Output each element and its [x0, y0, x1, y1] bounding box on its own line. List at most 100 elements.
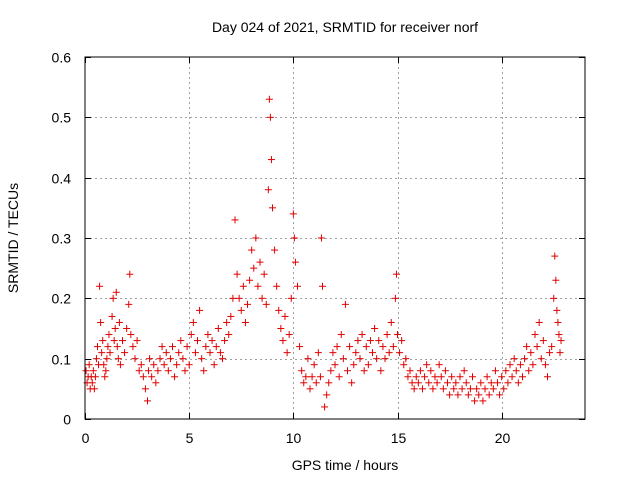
data-point — [519, 373, 526, 381]
y-tick-label: 0.5 — [52, 110, 72, 126]
x-tick-label: 20 — [495, 430, 511, 446]
data-point — [373, 355, 381, 363]
data-point — [510, 355, 518, 363]
data-point — [104, 343, 112, 351]
data-point — [99, 337, 107, 345]
data-point — [546, 349, 554, 357]
data-point — [154, 367, 162, 375]
data-point — [256, 258, 264, 266]
data-point — [500, 385, 508, 393]
data-point — [262, 300, 270, 308]
data-point — [237, 306, 245, 314]
data-point — [223, 318, 231, 326]
data-point — [273, 282, 281, 290]
data-point — [412, 373, 420, 381]
data-point — [105, 331, 113, 339]
data-point — [241, 318, 249, 326]
data-point — [162, 349, 170, 357]
data-point — [102, 367, 110, 375]
data-point — [416, 367, 424, 375]
data-point — [541, 361, 549, 369]
data-point — [481, 385, 489, 393]
data-point — [175, 349, 183, 357]
data-point — [539, 337, 547, 345]
x-tick-label: 0 — [82, 430, 90, 446]
data-point — [287, 294, 295, 302]
data-point — [275, 306, 283, 314]
data-point — [269, 204, 276, 212]
data-point — [252, 234, 260, 242]
data-point — [508, 373, 516, 381]
data-point — [166, 355, 174, 363]
data-point — [377, 367, 385, 375]
data-point — [446, 391, 454, 399]
data-point — [525, 367, 533, 375]
data-point — [92, 355, 100, 363]
data-point — [196, 306, 204, 314]
data-point — [289, 210, 297, 218]
data-point — [555, 331, 563, 339]
data-point — [421, 373, 429, 381]
data-point — [112, 288, 120, 296]
data-point — [435, 361, 443, 369]
data-point — [469, 373, 476, 381]
data-point — [144, 397, 151, 405]
data-point — [231, 216, 239, 224]
data-point — [115, 318, 123, 326]
data-point — [408, 379, 416, 387]
data-point — [137, 361, 145, 369]
data-point — [354, 337, 362, 345]
data-point — [148, 373, 156, 381]
data-point — [319, 282, 326, 290]
data-point — [113, 343, 121, 351]
data-point — [321, 403, 329, 411]
data-point — [298, 367, 306, 375]
data-point — [216, 349, 224, 357]
data-point — [258, 294, 266, 302]
y-tick-label: 0.2 — [52, 291, 72, 307]
data-point — [473, 385, 481, 393]
data-point — [90, 385, 98, 393]
data-point — [423, 361, 431, 369]
data-point — [425, 379, 433, 387]
data-point — [265, 95, 273, 103]
data-point — [106, 349, 114, 357]
data-point — [544, 373, 551, 381]
data-point — [189, 318, 197, 326]
data-point — [531, 331, 539, 339]
data-point — [173, 361, 181, 369]
data-point — [250, 264, 258, 272]
data-point — [114, 355, 122, 363]
data-point — [389, 343, 397, 351]
data-point — [194, 337, 201, 345]
data-point — [471, 397, 479, 405]
data-point — [119, 337, 126, 345]
data-point — [156, 355, 164, 363]
data-point — [366, 337, 374, 345]
data-point — [317, 234, 325, 242]
data-point — [344, 367, 351, 375]
data-point — [314, 349, 322, 357]
data-point — [123, 325, 131, 332]
data-point — [406, 367, 414, 375]
data-point — [498, 373, 506, 381]
data-point — [225, 331, 233, 339]
data-point — [206, 349, 214, 357]
data-point — [504, 379, 512, 387]
data-point — [312, 379, 320, 387]
data-point — [139, 373, 147, 381]
data-point — [111, 325, 119, 332]
data-point — [294, 282, 301, 290]
data-point — [101, 373, 109, 381]
data-point — [235, 294, 243, 302]
data-point — [331, 361, 339, 369]
data-point — [283, 349, 291, 357]
data-point — [441, 367, 449, 375]
data-point — [341, 300, 349, 308]
data-point — [121, 349, 129, 357]
data-point — [210, 361, 218, 369]
data-point — [557, 337, 565, 345]
data-point — [392, 270, 400, 278]
data-point — [229, 294, 237, 302]
data-point — [304, 355, 312, 363]
